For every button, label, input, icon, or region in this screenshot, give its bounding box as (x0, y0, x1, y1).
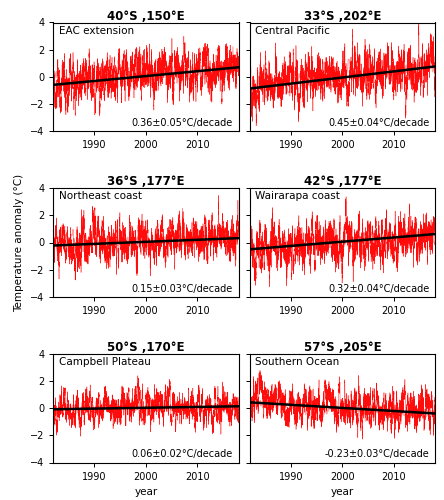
Text: EAC extension: EAC extension (59, 26, 134, 36)
Title: 57°S ,205°E: 57°S ,205°E (304, 340, 381, 353)
Text: 0.45±0.04°C/decade: 0.45±0.04°C/decade (328, 118, 429, 128)
Title: 36°S ,177°E: 36°S ,177°E (107, 175, 185, 188)
Text: -0.23±0.03°C/decade: -0.23±0.03°C/decade (325, 449, 429, 459)
Text: 0.36±0.05°C/decade: 0.36±0.05°C/decade (132, 118, 233, 128)
Title: 42°S ,177°E: 42°S ,177°E (304, 175, 381, 188)
X-axis label: year: year (135, 487, 158, 497)
Text: 0.15±0.03°C/decade: 0.15±0.03°C/decade (132, 284, 233, 294)
Text: Wairarapa coast: Wairarapa coast (255, 192, 340, 202)
Text: Northeast coast: Northeast coast (59, 192, 142, 202)
Title: 40°S ,150°E: 40°S ,150°E (107, 10, 185, 22)
Text: Southern Ocean: Southern Ocean (255, 357, 340, 367)
Text: 0.06±0.02°C/decade: 0.06±0.02°C/decade (132, 449, 233, 459)
Text: Campbell Plateau: Campbell Plateau (59, 357, 151, 367)
Title: 50°S ,170°E: 50°S ,170°E (107, 340, 185, 353)
Text: Central Pacific: Central Pacific (255, 26, 330, 36)
Text: 0.32±0.04°C/decade: 0.32±0.04°C/decade (328, 284, 429, 294)
Title: 33°S ,202°E: 33°S ,202°E (304, 10, 381, 22)
Y-axis label: Temperature anomaly (°C): Temperature anomaly (°C) (14, 174, 24, 312)
X-axis label: year: year (331, 487, 354, 497)
